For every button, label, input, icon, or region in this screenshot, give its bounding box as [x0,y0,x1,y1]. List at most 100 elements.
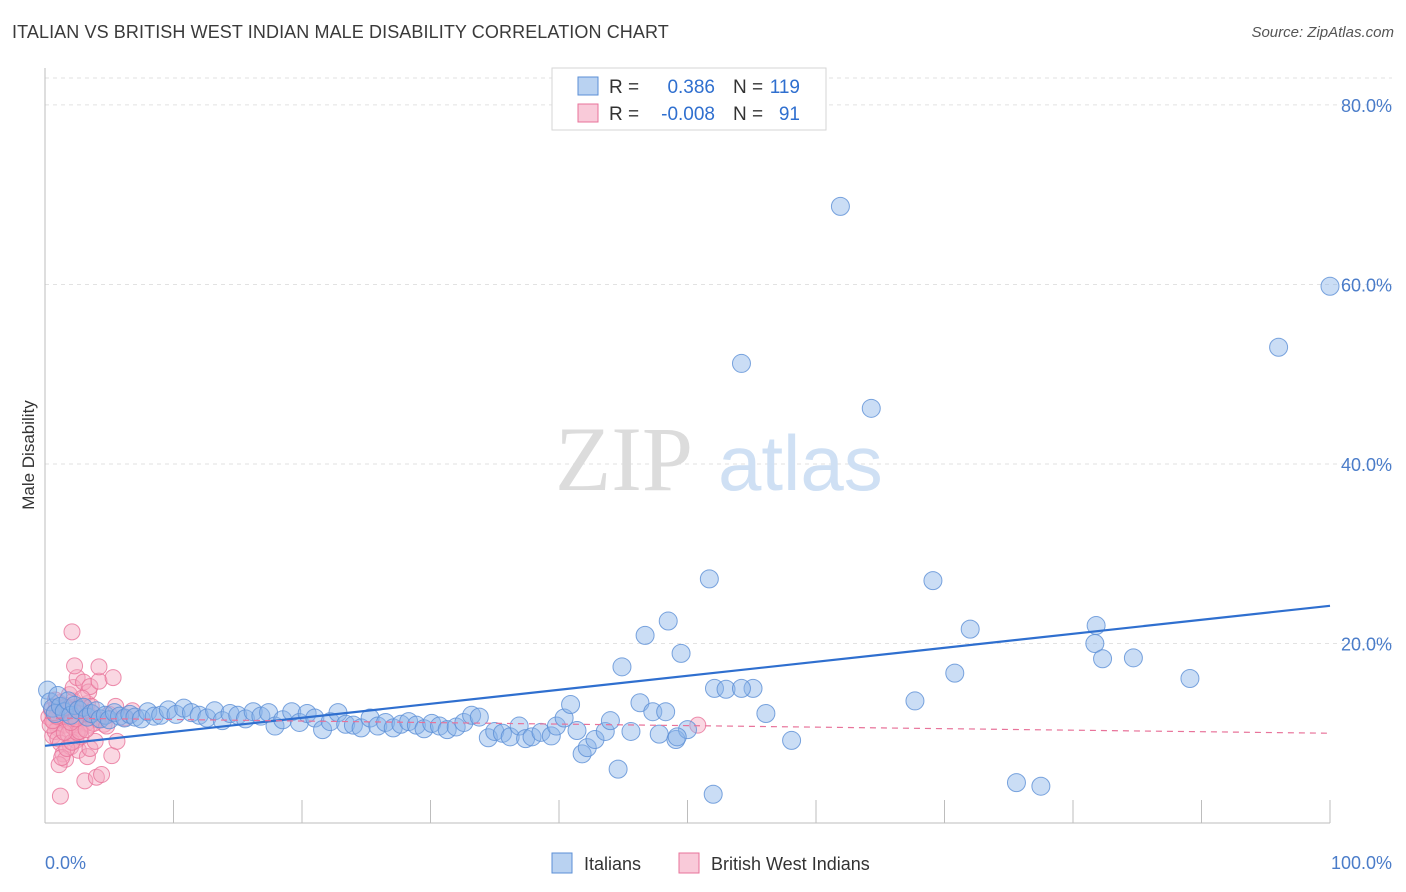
legend-r-value: 0.386 [667,77,715,98]
data-point [608,759,628,779]
watermark-zip: ZIP [555,408,693,510]
trend-lines [44,604,1331,747]
y-tick-label: 60.0% [1341,275,1392,295]
data-point [621,721,641,741]
y-axis-label: Male Disability [19,400,38,510]
data-point [485,721,505,741]
data-point [567,721,587,741]
data-point [1031,776,1051,796]
trend-line [44,717,1331,734]
data-point [756,703,776,723]
data-point [509,716,529,736]
data-point [830,196,850,216]
x-tick-label-max: 100.0% [1331,853,1392,873]
axis-labels: 20.0% 40.0% 60.0% 80.0% 0.0% 100.0% Male Disab… [19,96,1392,873]
data-point [731,678,751,698]
data-point [1269,337,1289,357]
trend-line [44,604,1331,747]
data-point [71,722,89,740]
legend-n-value: 91 [779,104,800,125]
data-point [74,697,94,717]
data-point [635,625,655,645]
data-point [144,706,164,726]
data-point [90,658,108,676]
data-point [743,678,763,698]
data-point [541,726,561,746]
data-point [469,707,489,727]
x-tick-label-min: 0.0% [45,853,86,873]
data-point [703,784,723,804]
y-tick-label: 20.0% [1341,634,1392,654]
data-point [595,721,615,741]
data-point [546,716,566,736]
data-point [51,787,69,805]
data-point [960,619,980,639]
data-point [945,663,965,683]
data-point [716,679,736,699]
legend-r-value: -0.008 [661,104,715,125]
data-point [1180,668,1200,688]
data-point [90,672,108,690]
data-point [923,571,943,591]
data-point [43,698,63,718]
data-point [54,702,74,722]
bottom-legend-label: Italians [584,854,641,874]
legend-n-value: 119 [770,77,800,98]
legend-n-label: N = [733,104,763,125]
data-point [38,680,58,700]
legend-swatch [577,103,599,123]
chart-source: Source: ZipAtlas.com [1251,24,1394,41]
data-point [55,723,73,741]
axes [44,68,1331,824]
watermark-atlas: atlas [718,419,883,507]
data-point [108,732,126,750]
legend-r-label: R = [609,77,639,98]
data-point [81,678,99,696]
data-point [360,708,380,728]
data-point [731,353,751,373]
legend-n-label: N = [733,77,763,98]
legend-r-label: R = [609,104,639,125]
legend-swatch [577,76,599,96]
chart-title: ITALIAN VS BRITISH WEST INDIAN MALE DISA… [12,22,669,42]
data-point [782,730,802,750]
data-point [104,669,122,687]
data-point [104,703,124,723]
data-point [343,715,363,735]
data-point [658,611,678,631]
data-point [336,714,356,734]
data-point [699,569,719,589]
data-point [667,727,687,747]
data-point [220,703,240,723]
bottom-legend-label: British West Indians [711,854,870,874]
data-point [1320,276,1340,296]
data-point [93,766,111,784]
data-point [649,724,669,744]
data-point [522,727,542,747]
data-point [53,748,71,766]
data-point [313,720,333,740]
data-point [87,768,105,786]
data-point [63,623,81,641]
data-point [1006,773,1026,793]
data-point [671,643,691,663]
data-point [181,703,201,723]
data-point [197,708,217,728]
data-point [1093,649,1113,669]
data-point [656,702,676,722]
legend-box: R = 0.386 N = 119 R = -0.008 N = 91 [551,67,827,131]
y-tick-label: 80.0% [1341,96,1392,116]
data-point [600,711,620,731]
data-point [861,398,881,418]
data-point [81,703,101,723]
bottom-legend-swatch [678,852,700,874]
data-point [115,708,135,728]
data-point [462,705,482,725]
data-point [125,707,145,727]
data-point [103,747,121,765]
data-point [612,657,632,677]
data-point [905,691,925,711]
data-point [577,738,597,758]
gridlines [45,77,1392,644]
data-point [561,695,581,715]
